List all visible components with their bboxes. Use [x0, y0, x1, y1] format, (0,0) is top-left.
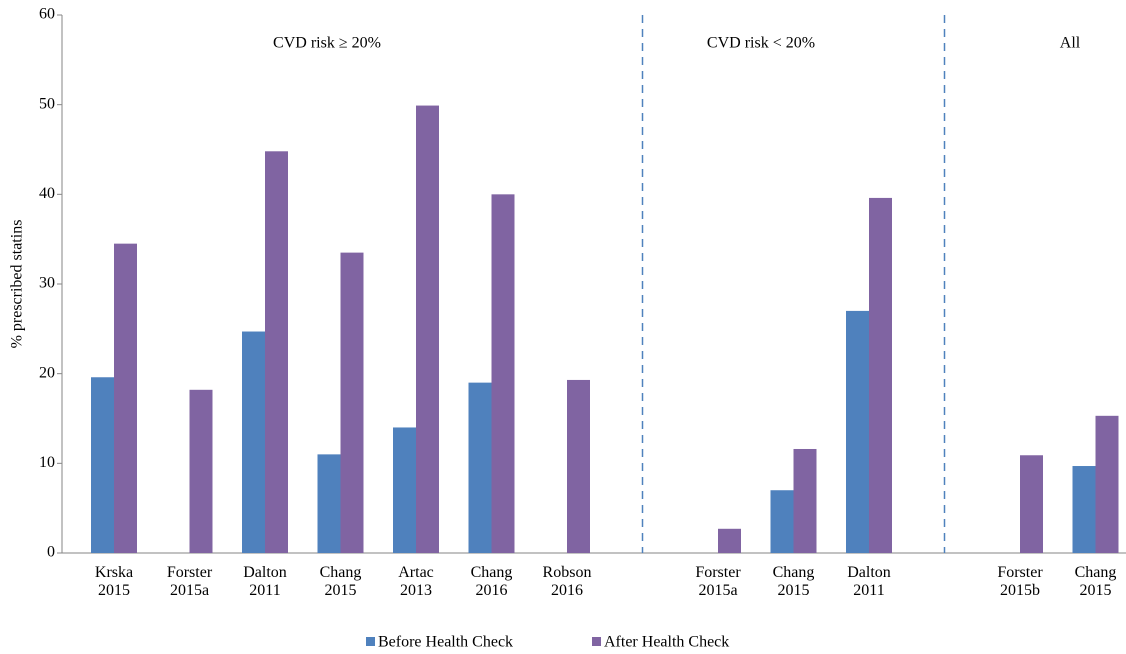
x-tick-label: Robson 2016 [542, 564, 592, 599]
bar [1020, 455, 1043, 553]
bar [1072, 466, 1096, 553]
bar [770, 490, 794, 553]
legend-label: Before Health Check [378, 634, 513, 651]
bar [1095, 415, 1119, 553]
x-tick-label: Forster 2015a [695, 564, 741, 599]
bar [242, 331, 265, 553]
bar [340, 252, 364, 553]
y-axis-label: % prescribed statins [9, 220, 26, 349]
bar [793, 448, 817, 553]
x-tick-label: Krska 2015 [94, 564, 134, 599]
bar [869, 197, 892, 554]
bar [91, 377, 114, 553]
bar [718, 528, 741, 553]
y-tick-label: 10 [39, 454, 55, 471]
bar [567, 379, 590, 553]
x-tick-label: Chang 2015 [319, 564, 362, 599]
x-tick-label: Chang 2015 [772, 564, 815, 599]
section-label: CVD risk ≥ 20% [273, 35, 381, 52]
bar [393, 427, 416, 553]
x-tick-label: Chang 2016 [470, 564, 513, 599]
x-tick-label: Chang 2015 [1074, 564, 1117, 599]
legend-label: After Health Check [604, 634, 729, 651]
y-tick-label: 50 [39, 95, 55, 112]
bar [317, 454, 341, 553]
bar [468, 382, 492, 553]
x-tick-label: Dalton 2011 [243, 564, 287, 599]
x-tick-label: Forster 2015b [997, 564, 1043, 599]
bar [114, 243, 137, 553]
y-tick-label: 60 [39, 6, 55, 23]
x-tick-label: Dalton 2011 [847, 564, 891, 599]
legend-swatch [592, 637, 601, 646]
y-tick-label: 20 [39, 364, 55, 381]
y-tick-label: 30 [39, 275, 55, 292]
bar [189, 389, 213, 553]
bar [416, 105, 439, 554]
section-label: All [1060, 35, 1081, 52]
bar [265, 151, 288, 553]
x-tick-label: Artac 2013 [398, 564, 434, 599]
section-label: CVD risk < 20% [707, 35, 815, 52]
y-tick-label: 40 [39, 185, 55, 202]
legend-swatch [366, 637, 375, 646]
bar [491, 194, 515, 554]
y-tick-label: 0 [47, 544, 55, 561]
bar [846, 310, 869, 553]
x-tick-label: Forster 2015a [166, 564, 213, 599]
